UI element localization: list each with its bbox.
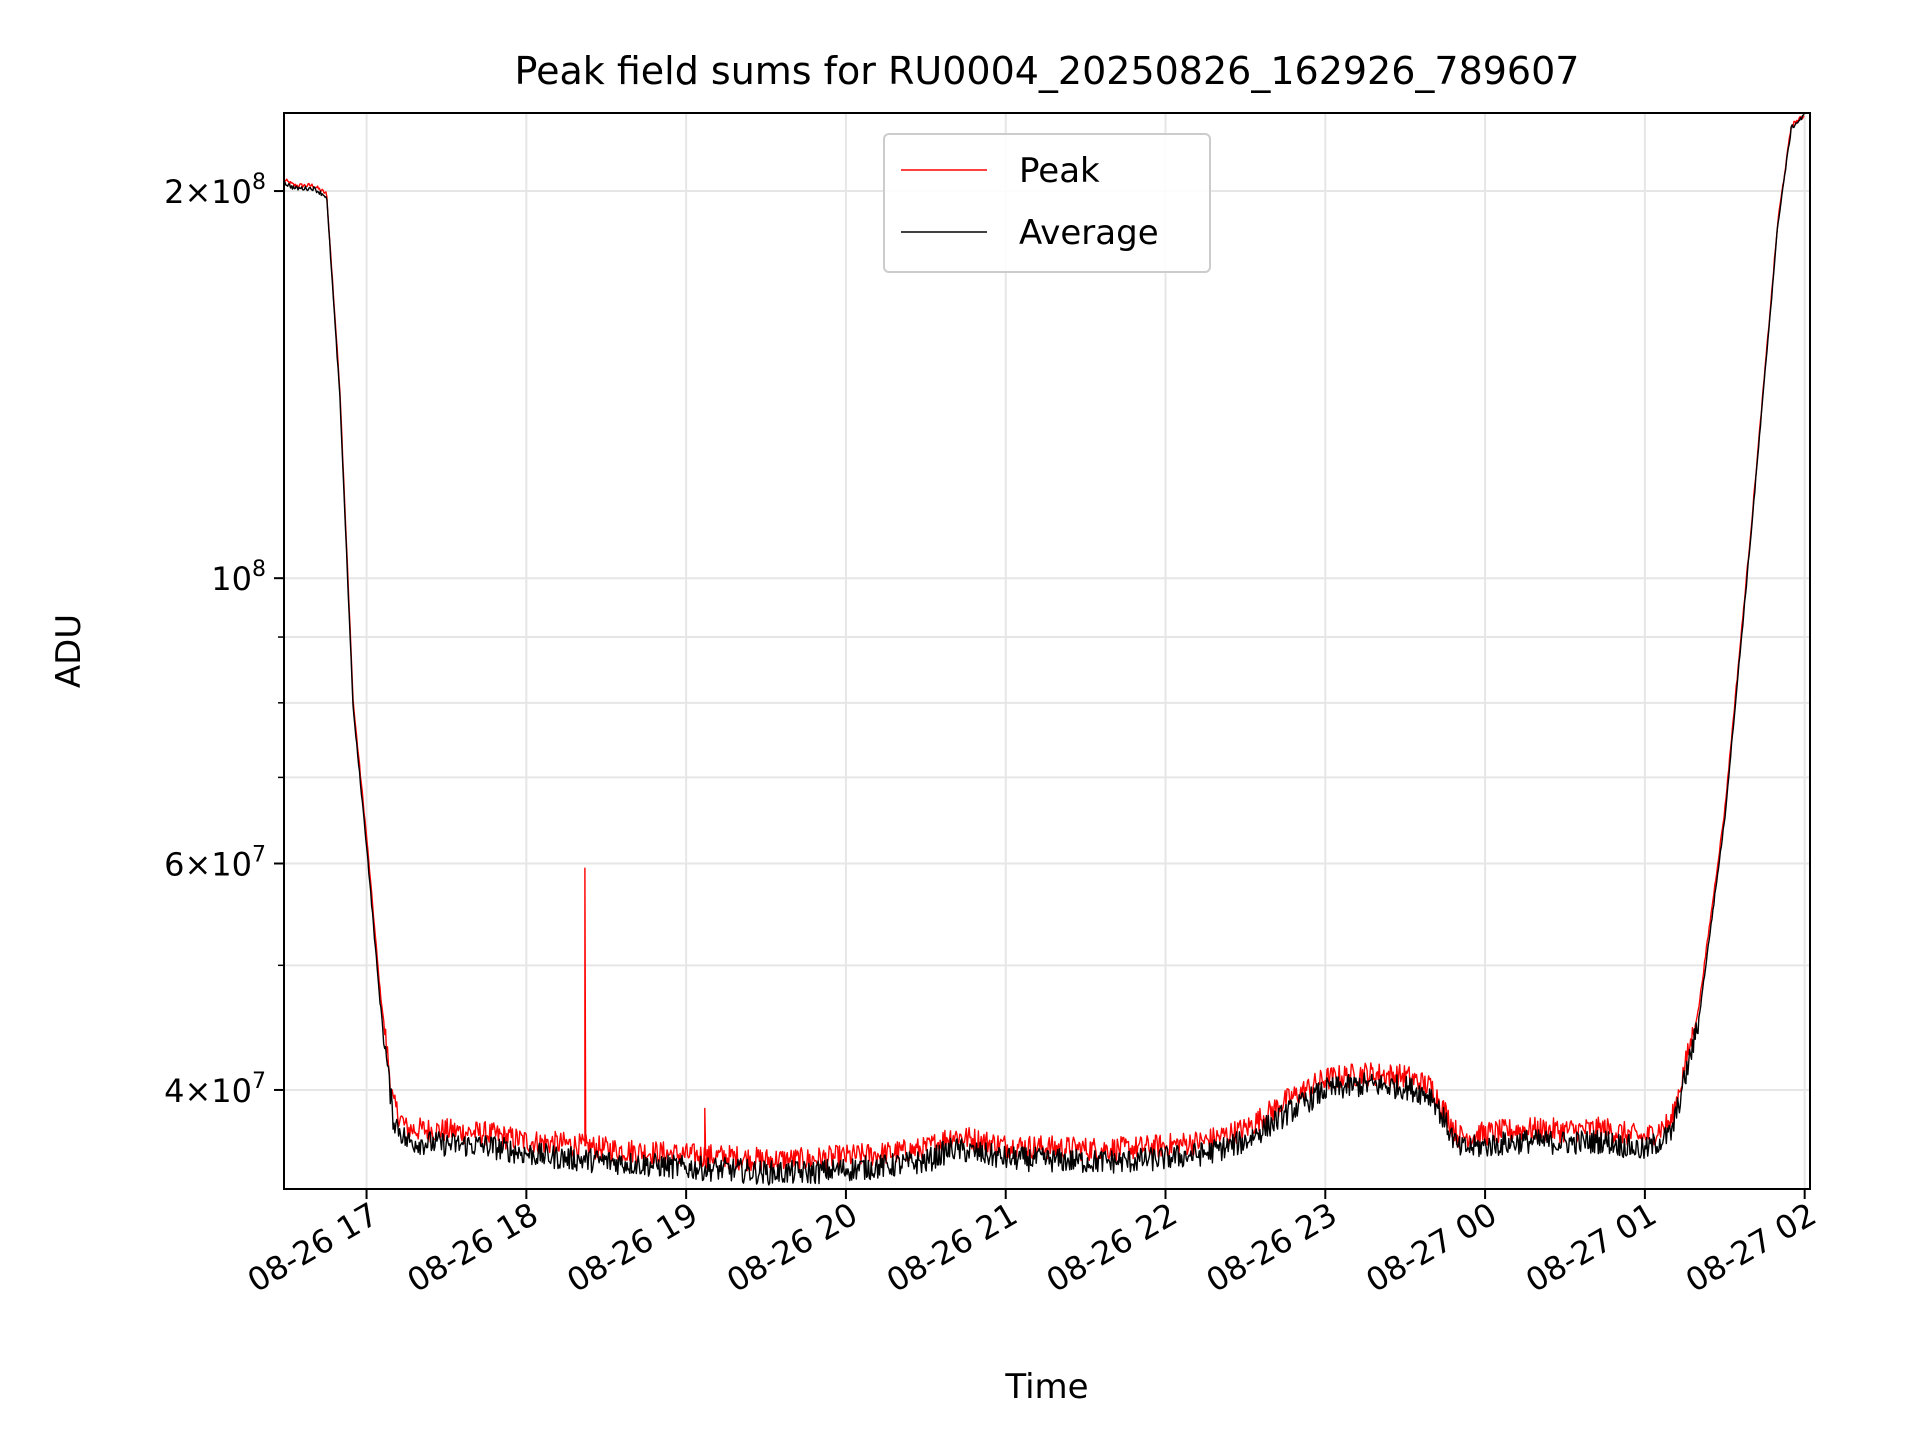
legend: Peak Average: [883, 133, 1211, 273]
series-line-average: [284, 113, 1805, 1186]
y-tick-label: 6×107: [164, 842, 266, 883]
chart-title: Peak field sums for RU0004_20250826_1629…: [515, 49, 1580, 93]
grid-layer: [284, 113, 1810, 1189]
series-layer: [284, 113, 1805, 1186]
plot-frame: [283, 112, 1811, 1190]
y-tick-label: 108: [211, 557, 266, 598]
y-tick-layer: 4×107 6×107 108 2×108: [164, 170, 284, 1110]
legend-average-label: Average: [1019, 213, 1159, 253]
y-tick-label: 2×108: [164, 170, 266, 211]
y-tick-label: 4×107: [164, 1069, 266, 1110]
legend-peak-label: Peak: [1019, 151, 1100, 191]
y-axis-label: ADU: [49, 614, 89, 688]
x-axis-label: Time: [1004, 1367, 1088, 1407]
legend-box: [883, 133, 1211, 273]
